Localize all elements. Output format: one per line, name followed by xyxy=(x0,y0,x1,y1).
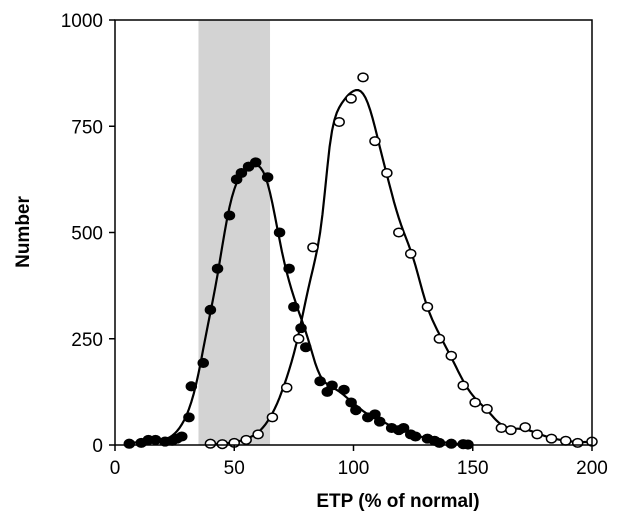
shaded-range xyxy=(198,20,271,445)
filled-data-point xyxy=(149,434,162,445)
filled-data-point xyxy=(369,409,381,420)
open-data-point xyxy=(345,93,357,104)
y-tick-label: 1000 xyxy=(61,11,103,32)
open-data-point xyxy=(404,248,417,259)
filled-data-point xyxy=(445,438,458,449)
open-data-point xyxy=(307,242,319,253)
filled-data-point xyxy=(211,263,224,274)
open-data-point xyxy=(266,412,279,423)
open-data-point xyxy=(433,333,446,344)
filled-data-point xyxy=(373,416,386,427)
filled-data-point xyxy=(249,157,262,168)
open-data-point xyxy=(333,116,345,128)
plot-frame xyxy=(114,19,593,446)
filled-data-point xyxy=(300,342,312,353)
filled-data-point xyxy=(326,380,338,391)
filled-data-point xyxy=(185,381,198,392)
filled-data-point xyxy=(409,431,422,442)
open-data-point xyxy=(381,167,393,179)
x-tick-label: 150 xyxy=(457,458,489,479)
open-data-point xyxy=(531,429,543,440)
filled-data-point xyxy=(273,227,286,238)
filled-data-point xyxy=(197,357,209,369)
y-tick-label: 500 xyxy=(71,224,103,245)
x-axis-title: ETP (% of normal) xyxy=(316,491,479,512)
open-data-point xyxy=(216,439,229,450)
open-data-point xyxy=(252,429,264,440)
open-data-point xyxy=(421,301,434,312)
x-tick-label: 50 xyxy=(224,458,245,479)
x-tick-label: 0 xyxy=(110,458,121,479)
filled-data-point xyxy=(183,412,195,423)
open-data-point xyxy=(560,435,572,446)
filled-data-point xyxy=(204,304,217,315)
filled-data-point xyxy=(350,405,362,416)
open-data-point xyxy=(481,403,493,414)
open-data-point xyxy=(457,380,469,391)
y-tick-label: 750 xyxy=(71,117,103,138)
open-data-point xyxy=(393,227,405,238)
open-data-point xyxy=(571,437,584,448)
filled-data-point xyxy=(235,167,248,179)
axes: 0 50 100 150 200 0 250 500 750 1000 xyxy=(61,11,608,479)
y-axis-title: Number xyxy=(13,196,34,268)
y-tick-label: 0 xyxy=(92,436,103,457)
x-tick-label: 200 xyxy=(576,458,608,479)
filled-data-point xyxy=(345,397,357,408)
y-tick-label: 250 xyxy=(71,330,103,351)
filled-data-point xyxy=(176,431,188,442)
open-data-point xyxy=(204,438,217,449)
filled-data-point xyxy=(261,172,274,183)
filled-data-point xyxy=(288,301,300,312)
open-data-point xyxy=(240,434,252,445)
filled-data-point xyxy=(223,210,236,221)
open-data-point xyxy=(505,425,517,436)
filled-data-point xyxy=(123,438,136,449)
data-points xyxy=(123,72,598,450)
open-data-point xyxy=(280,382,293,393)
filled-data-point xyxy=(338,384,350,395)
x-tick-label: 100 xyxy=(338,458,370,479)
open-data-point xyxy=(469,397,481,408)
open-data-point xyxy=(519,422,531,433)
open-data-point xyxy=(445,350,458,361)
filled-data-point xyxy=(283,263,295,274)
open-data-point xyxy=(545,433,558,444)
open-data-point xyxy=(495,422,508,434)
open-data-point xyxy=(292,333,305,344)
open-data-point xyxy=(357,72,369,83)
open-data-point xyxy=(369,136,381,147)
filled-data-point xyxy=(314,376,326,387)
filled-data-point xyxy=(433,437,446,448)
filled-data-point xyxy=(397,422,410,434)
filled-data-point xyxy=(295,323,307,334)
